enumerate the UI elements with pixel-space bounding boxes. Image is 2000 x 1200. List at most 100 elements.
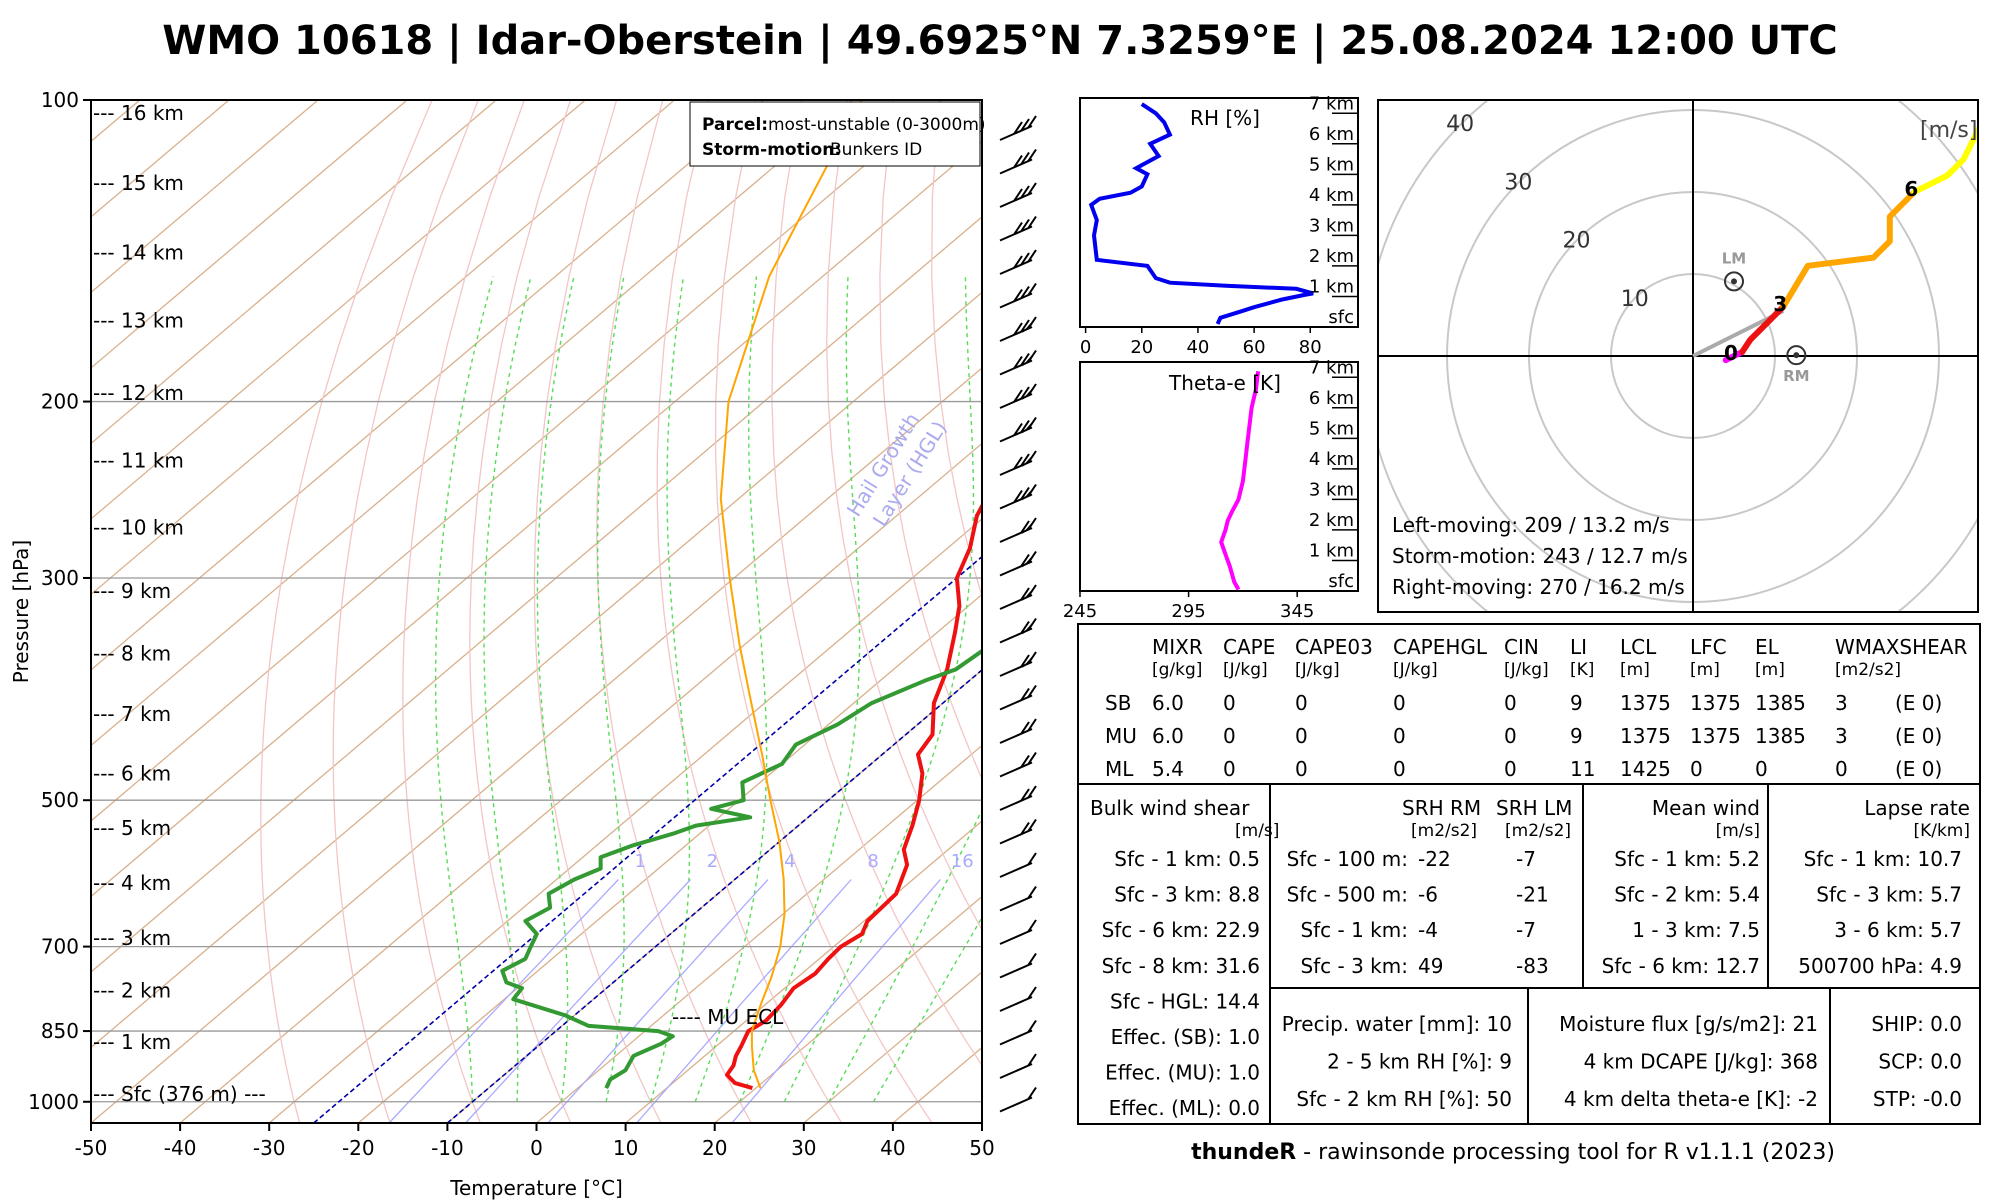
wind-barb-feather [1020,620,1030,635]
wind-barb-staff [999,895,1033,912]
srh-rm-value: -4 [1418,918,1438,942]
dry-adiabat [771,100,982,1067]
wind-barb-feather [1020,285,1030,300]
wind-barb-feather [1027,182,1037,196]
wind-barb-staff [999,1029,1033,1046]
table-cell: 3 [1835,724,1848,748]
srh-rm-title: SRH RM [1402,796,1481,820]
wind-barb-feather [1013,121,1023,135]
wind-barb [999,282,1037,309]
height-tick-label: 3 km [1309,479,1354,500]
mean-wind-row: Sfc - 2 km: 5.4 [1614,883,1760,907]
hodograph-ring-label: 10 [1621,287,1649,312]
wind-barb [999,316,1037,342]
height-tick-label: sfc [1328,571,1354,592]
mean-wind-row: Sfc - 6 km: 12.7 [1602,954,1760,978]
wind-barb-staff [999,1096,1033,1113]
table-unit: [g/kg] [1152,660,1202,680]
wind-barb-staff [999,225,1033,242]
table-unit: [J/kg] [1295,660,1340,680]
wind-barb-feather [1020,721,1030,735]
table-cell: (E 0) [1895,691,1942,715]
wind-barb [999,550,1037,577]
dry-adiabat [469,100,572,1123]
table-cell: 11 [1570,757,1595,781]
isotherm [268,518,982,1123]
x-tick-label: 50 [969,1136,994,1160]
wind-barb-feather [1027,282,1037,297]
height-label: --- 10 km [93,515,184,539]
hodograph-frame [1377,99,1979,613]
left-moving-stat: Left-moving: 209 / 13.2 m/s [1392,513,1670,537]
storm-vector-dot [1793,352,1800,359]
isotherm [91,100,943,822]
height-label: --- 1 km [93,1030,171,1054]
table-cell: 1375 [1620,724,1671,748]
table-cell: 0 [1223,724,1236,748]
table-cell: 0 [1755,757,1768,781]
height-tick-label: 6 km [1309,388,1354,409]
wind-barb [999,115,1037,141]
skew-t-panel: 1 2 4 8 16 -50 -40 -30 -20 -10 0 10 20 30 40 50 100 200 3… [9,88,1037,1200]
moist-adiabat [649,276,691,1103]
wind-barb-staff [999,828,1033,845]
table-header: CAPEHGL [1393,635,1488,659]
hodograph-height-marker: 3 [1773,292,1787,316]
x-tick-label: -40 [164,1136,197,1160]
moist-adiabat [597,276,625,1102]
table-header: LFC [1690,635,1727,659]
y-tick-label: 1000 [28,1090,79,1114]
page-title: WMO 10618 | Idar-Oberstein | 49.6925°N 7… [162,18,1838,64]
lapse-rate-title: Lapse rate [1864,796,1970,820]
srh-rm-value: -6 [1418,883,1438,907]
rh-title: RH [%] [1190,106,1260,130]
hodograph-height-marker: 12 [1995,54,2000,78]
isotherm [91,100,408,369]
height-label: --- 4 km [93,871,171,895]
parcel-value: most-unstable (0-3000m) [768,115,986,135]
wind-barb-staff [999,761,1033,778]
x-tick-label: 80 [1299,337,1322,358]
srh-rm-value: 49 [1418,954,1443,978]
table-cell: 0 [1295,691,1308,715]
dry-adiabat [332,100,479,1123]
isotherm [91,100,854,747]
index-row: STP: -0.0 [1873,1087,1962,1111]
height-tick-label: 4 km [1309,449,1354,470]
wind-barb-feather [1027,148,1037,163]
hodograph-ring-label: 40 [1446,112,1474,137]
table-unit: [K] [1570,660,1594,680]
mixing-ratio-lines: 1 2 4 8 16 [388,851,974,1123]
wind-barb [999,651,1037,677]
wind-barb-staff [999,929,1033,945]
dry-adiabat [879,100,982,781]
table-unit: [J/kg] [1223,660,1268,680]
mixing-ratio-line [731,879,941,1123]
table-row-label: MU [1105,724,1137,748]
mean-wind-row: Sfc - 1 km: 5.2 [1614,847,1760,871]
srh-row-label: Sfc - 3 km: [1300,954,1408,978]
wind-barb-feather [1013,288,1023,303]
bulk-shear-title: Bulk wind shear [1090,796,1250,820]
height-label: --- 13 km [93,308,184,332]
height-tick-label: 7 km [1309,93,1354,114]
wind-barb [999,249,1037,275]
table-cell: 9 [1570,691,1583,715]
storm-vector-marker [1724,271,1744,292]
wind-barb [999,383,1037,409]
wind-barb-feather [1013,188,1023,202]
mixing-ratio-label: 8 [867,851,878,872]
hodograph-unit: [m/s] [1920,118,1977,143]
height-tick-label: 5 km [1309,154,1354,175]
parcel-label: Parcel: [702,115,768,135]
dry-adiabat [260,100,433,1123]
wind-barb-feather [1013,489,1023,504]
srh-lm-value: -21 [1516,883,1549,907]
table-header: LCL [1620,635,1657,659]
y-axis-label: Pressure [hPa] [9,540,33,683]
table-cell: 5.4 [1152,757,1184,781]
height-label: --- 8 km [93,642,171,666]
table-cell: 0 [1223,691,1236,715]
temperature-profile-line [725,502,982,1091]
